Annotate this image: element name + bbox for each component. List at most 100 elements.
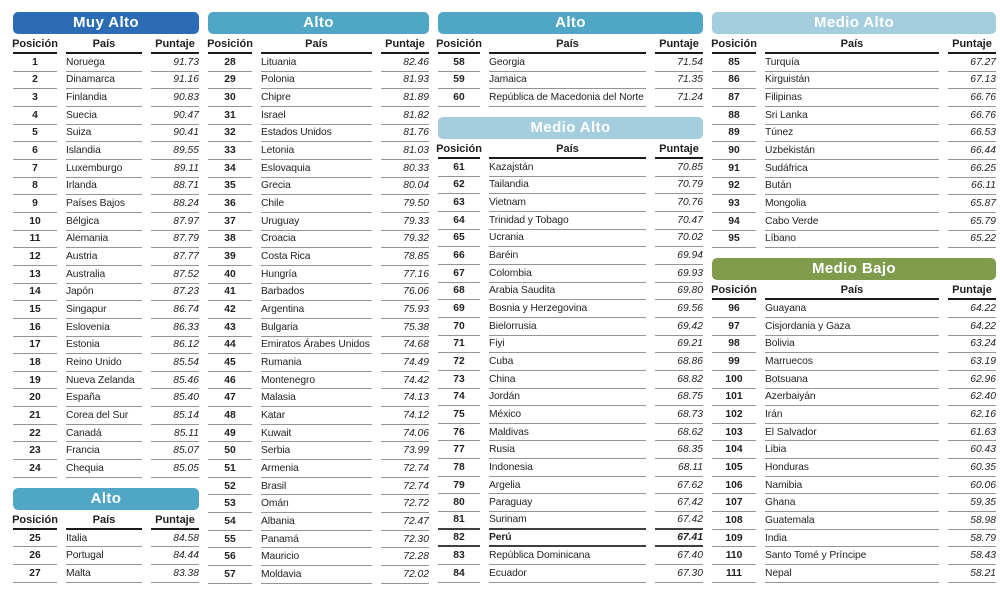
rank-cell: 48	[208, 407, 252, 425]
score-value: 87.23	[151, 284, 199, 302]
table-row: 11 Alemania 87.79	[13, 231, 199, 249]
rank-cell: 84	[438, 565, 480, 583]
rank-cell: 5	[13, 125, 57, 143]
rank-cell: 31	[208, 107, 252, 125]
table-row: 76 Maldivas 68.62	[438, 424, 703, 442]
rank-cell: 39	[208, 248, 252, 266]
country-name: Reino Unido	[66, 354, 142, 372]
column-header-position: Posición	[436, 141, 482, 159]
rank-cell: 36	[208, 195, 252, 213]
country-name: Costa Rica	[261, 248, 372, 266]
table-row: 2 Dinamarca 91.16	[13, 72, 199, 90]
table-row: 111 Nepal 58.21	[712, 565, 996, 583]
country-name: Omán	[261, 495, 372, 514]
rank-cell: 97	[712, 318, 756, 336]
table-row: 9 Países Bajos 88.24	[13, 195, 199, 213]
rank-cell: 18	[13, 354, 57, 372]
table-row: 35 Grecia 80.04	[208, 178, 429, 196]
country-name: Suiza	[66, 125, 142, 143]
score-value: 74.42	[381, 372, 429, 390]
table-row: 58 Georgia 71.54	[438, 54, 703, 72]
country-name: Jamaica	[489, 72, 646, 90]
country-name: Guayana	[765, 300, 939, 318]
rank-cell: 81	[438, 512, 480, 530]
table-row: 86 Kirguistán 67.13	[712, 72, 996, 90]
score-value: 70.02	[655, 230, 703, 248]
country-name: Santo Tomé y Príncipe	[765, 547, 939, 566]
country-name: Islandia	[66, 142, 142, 160]
table-row: 18 Reino Unido 85.54	[13, 354, 199, 372]
score-value: 66.76	[948, 107, 996, 125]
column-header-country: País	[765, 36, 939, 54]
table-row: 78 Indonesia 68.11	[438, 459, 703, 477]
score-value: 69.93	[655, 265, 703, 283]
score-value: 86.33	[151, 319, 199, 337]
table-row: 6 Islandia 89.55	[13, 142, 199, 160]
country-name: Irlanda	[66, 178, 142, 196]
country-name: Estonia	[66, 337, 142, 355]
column-header-country: País	[489, 36, 646, 54]
score-value: 87.97	[151, 213, 199, 231]
score-value: 66.11	[948, 178, 996, 196]
table-row: 31 Israel 81.82	[208, 107, 429, 125]
column-header-country: País	[765, 282, 939, 301]
table-row: 74 Jordán 68.75	[438, 389, 703, 407]
country-name: Albania	[261, 513, 372, 531]
rank-cell: 102	[712, 406, 756, 424]
table-row: 71 Fiyi 69.21	[438, 336, 703, 354]
score-value: 72.30	[381, 531, 429, 549]
score-value: 67.27	[948, 54, 996, 72]
score-value: 70.76	[655, 194, 703, 212]
table-column-headers: Posición País Puntaje	[436, 36, 703, 54]
country-name: Argentina	[261, 301, 372, 319]
country-name: Barbados	[261, 284, 372, 302]
table-row: 23 Francia 85.07	[13, 442, 199, 461]
score-value: 74.12	[381, 407, 429, 425]
table-row: 26 Portugal 84.44	[13, 547, 199, 566]
country-name: Argelia	[489, 477, 646, 495]
score-value: 88.71	[151, 178, 199, 196]
score-value: 66.53	[948, 125, 996, 143]
rank-cell: 47	[208, 389, 252, 408]
table-row: 13 Australia 87.52	[13, 266, 199, 284]
rank-cell: 67	[438, 265, 480, 283]
score-value: 89.55	[151, 142, 199, 160]
rank-cell: 74	[438, 389, 480, 407]
rank-cell: 12	[13, 248, 57, 266]
table-row: 65 Ucrania 70.02	[438, 230, 703, 248]
column-header-score: Puntaje	[381, 36, 429, 54]
score-value: 91.16	[151, 72, 199, 90]
country-name: Bután	[765, 178, 939, 196]
rank-cell: 69	[438, 300, 480, 318]
table-row: 22 Canadá 85.11	[13, 425, 199, 443]
table-row: 84 Ecuador 67.30	[438, 565, 703, 583]
score-value: 67.40	[655, 547, 703, 566]
table-row: 80 Paraguay 67.42	[438, 494, 703, 513]
score-value: 62.40	[948, 389, 996, 407]
table-row: 63 Vietnam 70.76	[438, 194, 703, 212]
country-name: Botsuana	[765, 371, 939, 389]
score-value: 66.25	[948, 160, 996, 178]
rank-cell: 52	[208, 478, 252, 496]
rank-cell: 76	[438, 424, 480, 442]
column-header-position: Posición	[436, 36, 482, 54]
country-name: Portugal	[66, 547, 142, 566]
table-row: 64 Trinidad y Tobago 70.47	[438, 212, 703, 230]
ranking-column: Alto Posición País Puntaje 28 Lituania 82.46 29…	[207, 12, 429, 584]
score-value: 90.47	[151, 107, 199, 125]
score-value: 67.30	[655, 565, 703, 583]
table-row: 90 Uzbekistán 66.44	[712, 142, 996, 160]
country-name: Países Bajos	[66, 195, 142, 213]
country-name: Serbia	[261, 442, 372, 461]
score-value: 70.47	[655, 212, 703, 230]
country-name: Estados Unidos	[261, 125, 372, 143]
country-name: Trinidad y Tobago	[489, 212, 646, 230]
table-row: 42 Argentina 75.93	[208, 301, 429, 319]
score-value: 75.93	[381, 301, 429, 319]
score-value: 71.54	[655, 54, 703, 72]
table-row: 19 Nueva Zelanda 85.46	[13, 372, 199, 390]
country-name: Rusia	[489, 441, 646, 460]
country-name: Singapur	[66, 301, 142, 319]
rank-cell: 50	[208, 442, 252, 461]
rank-cell: 66	[438, 247, 480, 265]
